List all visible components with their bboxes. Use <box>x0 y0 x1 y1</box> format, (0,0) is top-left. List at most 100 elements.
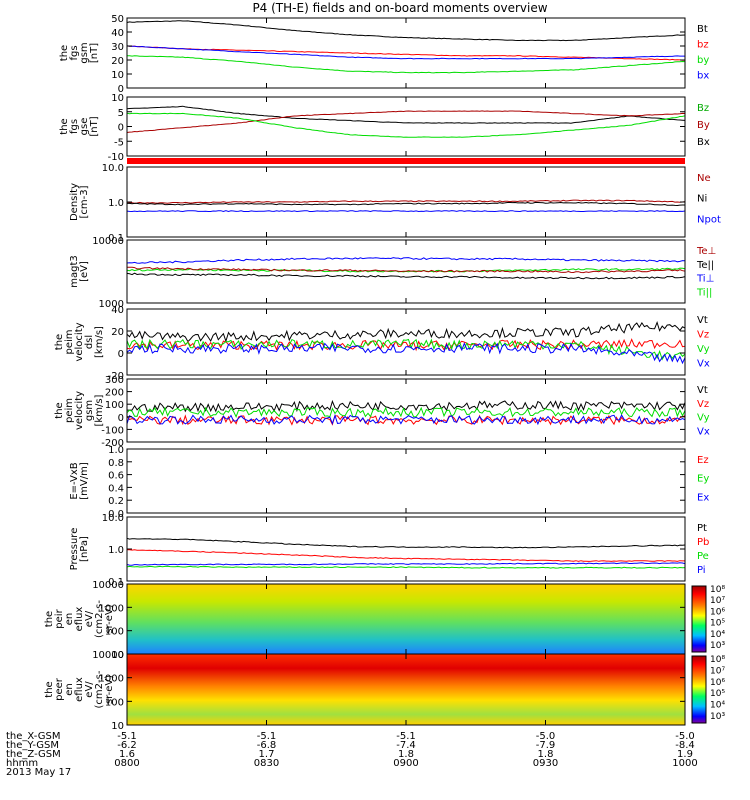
y-tick-label: 5 <box>118 108 124 119</box>
colorbar-tick-label: 10⁸ <box>710 585 725 595</box>
y-axis-label-line: gse <box>79 118 90 136</box>
y-axis-label-line: the <box>59 45 70 61</box>
series-line-Pt <box>126 537 686 549</box>
y-tick-label: 10 <box>111 721 124 732</box>
legend-entry-Te⊥: Te⊥ <box>696 246 716 257</box>
y-axis-label: thepeirenefluxeV/(cm2-s-sr-eV) <box>44 600 115 638</box>
y-axis-label-line: magt3 <box>69 255 80 288</box>
legend-entry-bz: bz <box>697 40 709 51</box>
series-line-Npot <box>126 210 686 213</box>
panel-frame <box>126 17 686 89</box>
legend-entry-by: by <box>697 55 709 66</box>
y-tick-label: 10 <box>111 93 124 104</box>
series-line-Te⊥ <box>127 266 686 274</box>
legend-entry-Vy: Vy <box>697 344 710 355</box>
y-axis-label-line: the <box>54 402 65 418</box>
y-tick-label: 10 <box>111 650 124 661</box>
y-tick-label: 0.2 <box>108 496 124 507</box>
series-line-Vz <box>126 414 686 426</box>
y-axis-label: thefgsgse[nT] <box>59 116 100 136</box>
x-row-label: the_Y-GSM <box>6 740 59 751</box>
y-tick-label: 10000 <box>92 580 124 591</box>
legend-entry-Pe: Pe <box>697 551 709 562</box>
legend-entry-Ti||: Ti|| <box>696 287 712 298</box>
x-row-label: the_Z-GSM <box>6 749 61 760</box>
colorbar-tick-label: 10⁶ <box>710 678 725 688</box>
x-row-value: 1.6 <box>119 749 135 760</box>
colorbar-tick-label: 10⁵ <box>710 619 725 629</box>
x-row-value: 1.8 <box>538 749 554 760</box>
y-axis-label-line: (cm2-s- <box>94 670 105 708</box>
y-tick-label: 0.6 <box>108 471 124 482</box>
y-tick-label: 0.8 <box>108 458 124 469</box>
y-axis-label-line: [km/s] <box>94 394 105 426</box>
y-axis-label-line: velocity <box>74 391 85 430</box>
series-line-Vy <box>126 406 686 418</box>
x-row-value: -7.4 <box>396 740 416 751</box>
panel-electron_spectrogram: 10⁸10⁷10⁶10⁵10⁴10³10000100010010thepeere… <box>44 650 725 732</box>
panel-frame <box>126 96 686 157</box>
panel-fgs_gsm: 50 40 30 20 10 0 thefgsgsm[nT] Bt bz by bx <box>59 14 709 95</box>
spectrogram-image <box>127 654 685 725</box>
x-row-value: 0830 <box>254 758 279 769</box>
y-tick-label: 100 <box>105 627 124 638</box>
y-tick-label: 10000 <box>92 650 124 661</box>
x-row-label: hhmm <box>6 758 38 769</box>
y-axis-label-line: [nPa] <box>79 536 90 562</box>
legend-entry-Ti⊥: Ti⊥ <box>696 274 714 285</box>
y-axis-label-line: eflux <box>74 607 85 632</box>
y-axis-label-line: the <box>54 334 65 350</box>
series-line-bx <box>126 45 685 60</box>
y-tick-label: 200 <box>105 388 124 399</box>
x-row-value: -5.1 <box>396 731 416 742</box>
y-tick-label: -10 <box>108 152 124 163</box>
y-axis-label: magt3[eV] <box>69 255 90 288</box>
y-axis-label-line: peer <box>54 677 65 701</box>
series-line-Vt <box>126 321 686 343</box>
series-line-Bz <box>126 112 686 138</box>
y-axis-label-line: [mV/m] <box>79 462 90 500</box>
y-axis-label-line: gsm <box>79 42 90 63</box>
x-row-value: 0930 <box>533 758 558 769</box>
x-axis-table: the_X-GSM -5.1 -5.1 -5.1 -5.0 -5.0 the_Y-GSM -6… <box>6 731 698 778</box>
legend-entry-Ne: Ne <box>697 173 711 184</box>
y-axis-label: thepeimvelocitydsl[km/s] <box>54 322 105 361</box>
y-tick-label: 40 <box>111 305 124 316</box>
figure-title: P4 (TH-E) fields and on-board moments ov… <box>252 1 547 15</box>
colorbar-tick-label: 10⁷ <box>710 596 725 606</box>
y-axis-label-line: en <box>64 613 75 626</box>
y-axis-label-line: [cm-3] <box>79 185 90 218</box>
series-line-by <box>127 55 686 74</box>
x-row-value: 1.9 <box>677 749 693 760</box>
legend-entry-Npot: Npot <box>697 214 721 225</box>
x-row-value: -5.0 <box>675 731 695 742</box>
y-axis-label-line: peir <box>54 608 65 628</box>
panel-ion_spectrogram: 10⁸10⁷10⁶10⁵10⁴10³10000100010010thepeire… <box>44 580 725 661</box>
legend-entry-Vx: Vx <box>697 426 710 437</box>
legend-entry-By: By <box>697 120 710 131</box>
y-tick-label: 100 <box>105 697 124 708</box>
series-line-Vx <box>126 342 686 365</box>
separator-bar <box>127 158 685 164</box>
y-tick-label: 20 <box>111 327 124 338</box>
legend-entry-Vz: Vz <box>697 399 709 410</box>
legend-entry-Bz: Bz <box>697 103 709 114</box>
panel-temperature: 10000 1000 magt3[eV] Te⊥ Te|| Ti⊥ Ti|| <box>69 236 716 310</box>
y-tick-label: 0.1 <box>108 577 124 588</box>
x-row-value: 1000 <box>672 758 697 769</box>
colorbar-tick-label: 10⁷ <box>710 666 725 676</box>
y-axis-label-line: the <box>44 681 55 697</box>
y-axis-label-line: eV/ <box>84 610 95 627</box>
series-line-Pi <box>126 562 686 566</box>
colorbar-tick-label: 10⁴ <box>710 630 725 640</box>
colorbar-tick-label: 10³ <box>710 712 725 722</box>
legend-entry-Pi: Pi <box>697 565 706 576</box>
panel-density: 10.0 1.0 0.1 Density[cm-3] Ne Ni Npot <box>69 163 721 244</box>
y-tick-label: 10 <box>111 70 124 81</box>
x-row-value: -5.1 <box>257 731 277 742</box>
x-row-value: 0900 <box>393 758 418 769</box>
y-axis-label-line: sr-eV) <box>104 604 115 633</box>
y-axis-label-line: E=-VxB <box>69 462 80 499</box>
